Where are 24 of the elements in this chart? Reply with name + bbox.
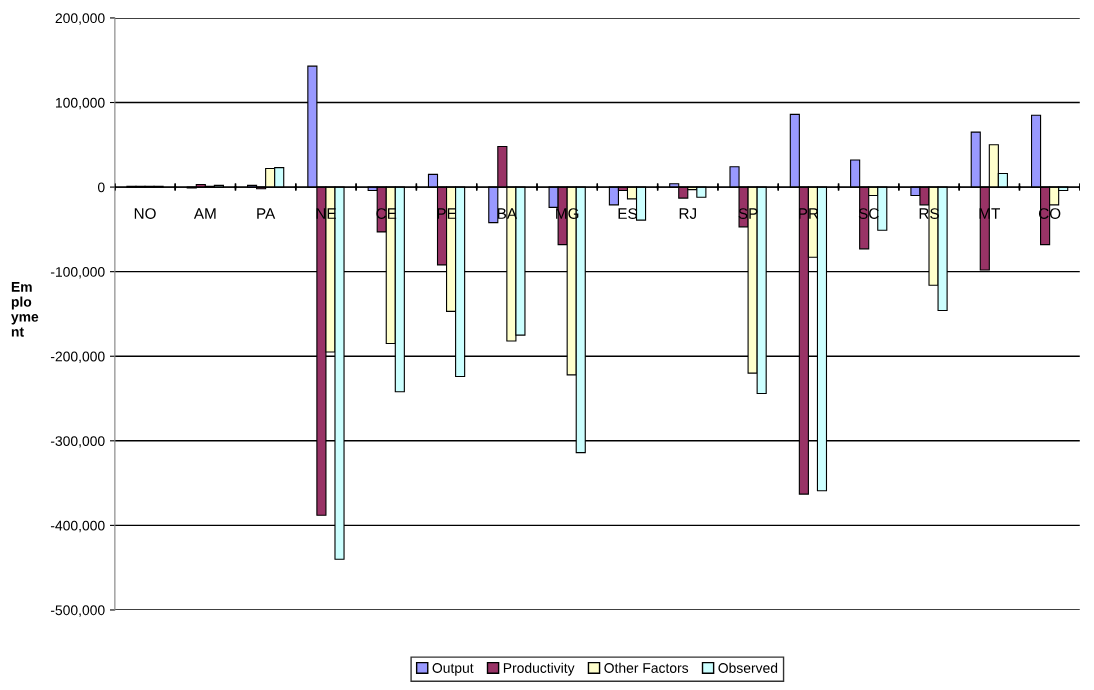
x-tick-label: SP xyxy=(738,208,758,219)
x-tick-label: NO xyxy=(134,208,156,219)
y-axis-title: Employment xyxy=(11,282,39,337)
x-tick-label: AM xyxy=(193,208,216,219)
legend-label: Other Factors xyxy=(604,662,689,673)
legend-label: Observed xyxy=(718,662,778,673)
y-tick-label: -500,000 xyxy=(50,605,105,617)
x-tick-label: CE xyxy=(376,208,397,219)
y-tick-label: 200,000 xyxy=(55,13,105,25)
y-tick-label: -300,000 xyxy=(50,436,105,448)
y-tick-label: -400,000 xyxy=(50,520,105,533)
x-tick-label: ES xyxy=(618,208,637,219)
x-tick-label: SC xyxy=(858,208,879,219)
y-tick-label: 100,000 xyxy=(56,97,105,110)
x-tick-label: PA xyxy=(257,208,276,219)
y-tick-label: -200,000 xyxy=(50,351,105,364)
y-tick-label: -100,000 xyxy=(50,267,105,279)
x-tick-label: PR xyxy=(799,208,819,219)
y-tick-label: 0 xyxy=(97,182,105,193)
legend-label: Productivity xyxy=(503,662,575,676)
x-tick-label: RJ xyxy=(679,208,696,219)
x-tick-label: PE xyxy=(437,208,457,219)
x-tick-label: MG xyxy=(556,208,579,219)
legend-label: Output xyxy=(432,663,474,676)
